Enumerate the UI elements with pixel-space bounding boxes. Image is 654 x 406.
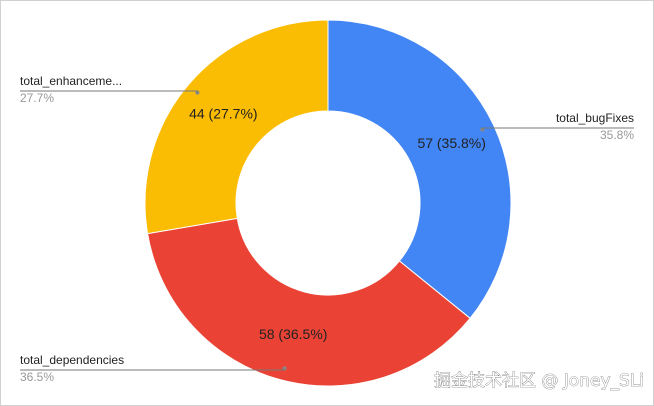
legend-percent: 35.8% bbox=[600, 128, 634, 142]
watermark: 掘金技术社区 @ Joney_SLi bbox=[434, 371, 644, 391]
slice bbox=[146, 217, 471, 387]
data-label: 44 (27.7%) bbox=[189, 105, 257, 121]
legend-percent: 36.5% bbox=[20, 370, 54, 384]
slice bbox=[144, 19, 329, 235]
legend-label: total_enhanceme... bbox=[20, 74, 122, 88]
data-label: 57 (35.8%) bbox=[417, 135, 485, 151]
data-label: 58 (36.5%) bbox=[259, 326, 327, 342]
legend-label: total_bugFixes bbox=[556, 111, 634, 125]
leader-line bbox=[20, 368, 286, 371]
legend-label: total_dependencies bbox=[20, 353, 124, 367]
slice bbox=[327, 19, 512, 320]
leader-line bbox=[481, 127, 634, 130]
leader-line bbox=[20, 90, 198, 93]
legend-percent: 27.7% bbox=[20, 91, 54, 105]
